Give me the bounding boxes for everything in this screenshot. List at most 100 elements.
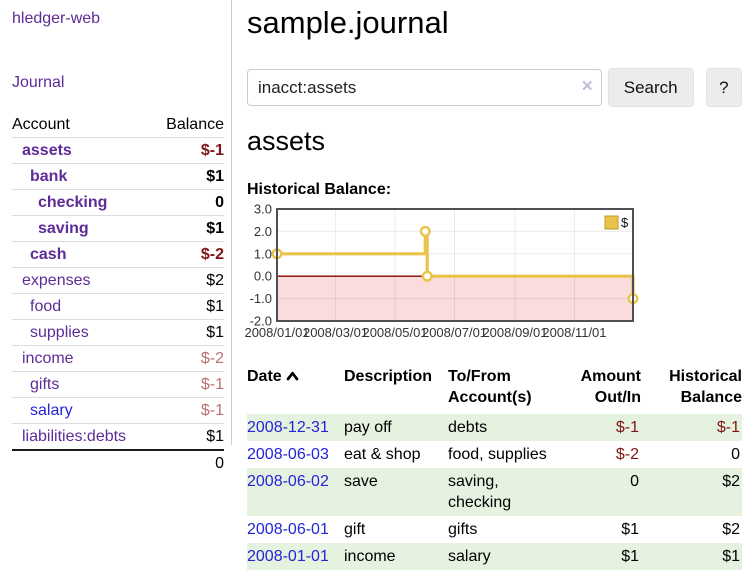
- account-row: cash $-2: [12, 241, 224, 268]
- transaction-amount: 0: [630, 473, 639, 490]
- account-balance: 0: [215, 194, 224, 211]
- accounts-table: Account Balance assets $-1 bank $1 checking 0…: [12, 112, 224, 476]
- account-row: saving $1: [12, 215, 224, 242]
- account-balance: $1: [206, 168, 224, 185]
- column-header-date[interactable]: Date: [247, 364, 344, 414]
- account-row: gifts $-1: [12, 371, 224, 398]
- accounts-column-header: Account: [12, 116, 70, 133]
- y-axis-label: 3.0: [254, 202, 272, 217]
- sidebar-item-journal[interactable]: Journal: [12, 74, 65, 91]
- x-axis-label: 2008/03/01: [303, 325, 368, 340]
- account-link-gifts[interactable]: gifts: [30, 376, 60, 393]
- account-balance: $1: [206, 298, 224, 315]
- chevron-up-icon: [286, 366, 299, 387]
- account-link-expenses[interactable]: expenses: [22, 272, 91, 289]
- transaction-row: 2008-06-01 gift gifts $1 $2: [247, 516, 742, 543]
- y-axis-label: 2.0: [254, 224, 272, 239]
- account-link-saving[interactable]: saving: [38, 220, 89, 237]
- y-axis-label: 1.0: [254, 246, 272, 261]
- account-page-title: assets: [247, 126, 326, 156]
- transaction-date-link[interactable]: 2008-06-03: [247, 446, 329, 463]
- account-row: expenses $2: [12, 267, 224, 294]
- account-row: supplies $1: [12, 319, 224, 346]
- transaction-accounts: debts: [448, 419, 488, 436]
- accounts-total-value: 0: [152, 449, 224, 476]
- transaction-balance: 0: [731, 446, 740, 463]
- transaction-accounts: saving, checking: [448, 473, 512, 511]
- x-axis-label: 2008/11/01: [542, 325, 606, 340]
- account-row: liabilities:debts $1: [12, 423, 224, 450]
- transaction-balance: $-1: [716, 419, 740, 436]
- transaction-description: pay off: [344, 419, 392, 436]
- register-table: Date Description To/From Account(s) Amou…: [247, 364, 742, 570]
- account-row: checking 0: [12, 189, 224, 216]
- transaction-amount: $-1: [615, 419, 639, 436]
- y-axis-label: 0.0: [254, 269, 272, 284]
- transaction-accounts: salary: [448, 548, 491, 565]
- transaction-description: save: [344, 473, 378, 490]
- column-header-balance: Historical Balance: [669, 368, 742, 406]
- account-link-bank[interactable]: bank: [30, 168, 68, 185]
- transaction-amount: $1: [621, 521, 639, 538]
- accounts-total-row: 0: [12, 449, 224, 476]
- account-balance: $-1: [200, 142, 224, 159]
- account-link-income[interactable]: income: [22, 350, 74, 367]
- help-button[interactable]: ?: [705, 68, 742, 107]
- transaction-date-link[interactable]: 2008-12-31: [247, 419, 329, 436]
- column-header-amount: Amount Out/In: [580, 368, 641, 406]
- sidebar: hledger-web Journal Account Balance asse…: [0, 0, 232, 476]
- transaction-row: 2008-01-01 income salary $1 $1: [247, 543, 742, 570]
- account-balance: $2: [206, 272, 224, 289]
- data-point-marker: [419, 225, 431, 237]
- account-link-cash[interactable]: cash: [30, 246, 67, 263]
- transaction-description: gift: [344, 521, 366, 538]
- transaction-row: 2008-06-03 eat & shop food, supplies $-2 0: [247, 441, 742, 468]
- account-link-assets[interactable]: assets: [22, 142, 72, 159]
- transaction-date-link[interactable]: 2008-06-01: [247, 521, 329, 538]
- transaction-accounts: food, supplies: [448, 446, 547, 463]
- column-header-accounts: To/From Account(s): [448, 368, 532, 406]
- transaction-amount: $1: [621, 548, 639, 565]
- account-row: income $-2: [12, 345, 224, 372]
- account-link-food[interactable]: food: [30, 298, 62, 315]
- plot-border: [276, 208, 634, 322]
- account-link-liabilities-debts[interactable]: liabilities:debts: [22, 428, 127, 445]
- data-point-marker: [421, 270, 433, 282]
- negative-region: [277, 276, 633, 321]
- transaction-row: 2008-12-31 pay off debts $-1 $-1: [247, 414, 742, 441]
- transaction-balance: $2: [722, 473, 740, 490]
- account-row: food $1: [12, 293, 224, 320]
- app-brand-link[interactable]: hledger-web: [12, 10, 101, 27]
- transaction-amount: $-2: [615, 446, 639, 463]
- account-balance: $1: [206, 220, 224, 237]
- account-link-supplies[interactable]: supplies: [30, 324, 89, 341]
- account-balance: $-1: [200, 376, 224, 393]
- column-header-description: Description: [344, 368, 433, 385]
- balance-column-header: Balance: [166, 116, 224, 133]
- transaction-accounts: gifts: [448, 521, 478, 538]
- y-axis-label: -1.0: [250, 291, 272, 306]
- transaction-balance: $2: [722, 521, 740, 538]
- transaction-balance: $1: [722, 548, 740, 565]
- transaction-date-link[interactable]: 2008-06-02: [247, 473, 329, 490]
- x-axis-label: 2008/07/01: [422, 325, 487, 340]
- legend-swatch: [604, 215, 619, 230]
- search-input[interactable]: [247, 69, 602, 106]
- transaction-description: income: [344, 548, 396, 565]
- search-button[interactable]: Search: [607, 68, 694, 107]
- transaction-description: eat & shop: [344, 446, 421, 463]
- account-row: salary $-1: [12, 397, 224, 424]
- legend-label: $: [621, 215, 629, 230]
- account-link-salary[interactable]: salary: [30, 402, 73, 419]
- main-content: sample.journal × Search ? assets Histori…: [244, 0, 742, 570]
- account-balance: $1: [206, 324, 224, 341]
- chart-heading: Historical Balance:: [247, 181, 392, 198]
- clear-search-icon[interactable]: ×: [581, 76, 593, 97]
- transaction-date-link[interactable]: 2008-01-01: [247, 548, 329, 565]
- account-balance: $1: [206, 428, 224, 445]
- x-axis-label: 2008/05/01: [362, 325, 427, 340]
- account-balance: $-1: [200, 402, 224, 419]
- account-balance: $-2: [200, 246, 224, 263]
- account-link-checking[interactable]: checking: [38, 194, 108, 211]
- account-balance: $-2: [200, 350, 224, 367]
